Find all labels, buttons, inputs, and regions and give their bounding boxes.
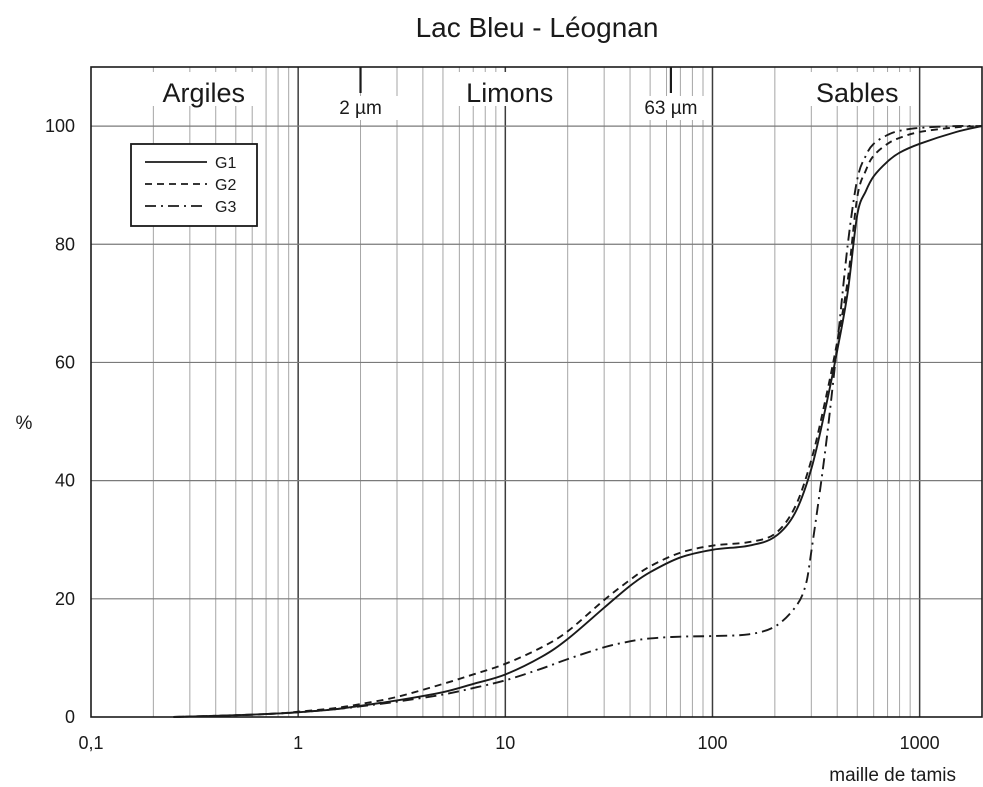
- chart-title: Lac Bleu - Léognan: [416, 12, 659, 43]
- legend-label: G1: [215, 155, 236, 172]
- legend-label: G3: [215, 199, 236, 216]
- y-axis-label: %: [16, 413, 33, 434]
- zone-label-background: [801, 72, 914, 106]
- legend-label: G2: [215, 177, 236, 194]
- x-tick-label: 1: [293, 733, 303, 753]
- y-tick-label: 100: [45, 116, 75, 136]
- zone-label: Limons: [466, 78, 553, 108]
- series-g2-line: [173, 125, 983, 718]
- size-class-zones: Argiles Limons Sables: [147, 72, 914, 108]
- x-tick-label: 1000: [900, 733, 940, 753]
- plot-frame: [90, 66, 983, 718]
- zone-label-background: [453, 72, 566, 106]
- y-tick-label: 60: [55, 352, 75, 372]
- x-tick-label: 100: [697, 733, 727, 753]
- marker-label-background: [630, 96, 711, 120]
- zone-label: Sables: [816, 78, 899, 108]
- legend-box: [130, 143, 258, 227]
- marker-label: 63 µm: [644, 98, 697, 119]
- x-axis-tick-labels: 0,1 1 10 100 1000: [78, 733, 939, 753]
- marker-label: 2 µm: [339, 98, 382, 119]
- major-gridlines: [91, 67, 982, 717]
- marker-label-background: [320, 96, 401, 120]
- x-axis-label: maille de tamis: [829, 765, 956, 786]
- series-g3-line: [173, 125, 983, 718]
- y-tick-label: 0: [65, 707, 75, 727]
- y-tick-label: 80: [55, 234, 75, 254]
- y-axis-tick-labels: 0 20 40 60 80 100: [45, 116, 75, 727]
- minor-gridlines: [152, 67, 911, 717]
- zone-label-background: [147, 72, 260, 106]
- y-tick-label: 40: [55, 471, 75, 491]
- size-class-markers: 2 µm 63 µm: [320, 67, 711, 120]
- chart-legend: G1 G2 G3: [130, 143, 258, 227]
- x-tick-label: 0,1: [78, 733, 103, 753]
- x-tick-label: 10: [495, 733, 515, 753]
- y-tick-label: 20: [55, 589, 75, 609]
- zone-label: Argiles: [162, 78, 245, 108]
- data-series: [173, 125, 983, 718]
- series-g1-line: [173, 125, 983, 718]
